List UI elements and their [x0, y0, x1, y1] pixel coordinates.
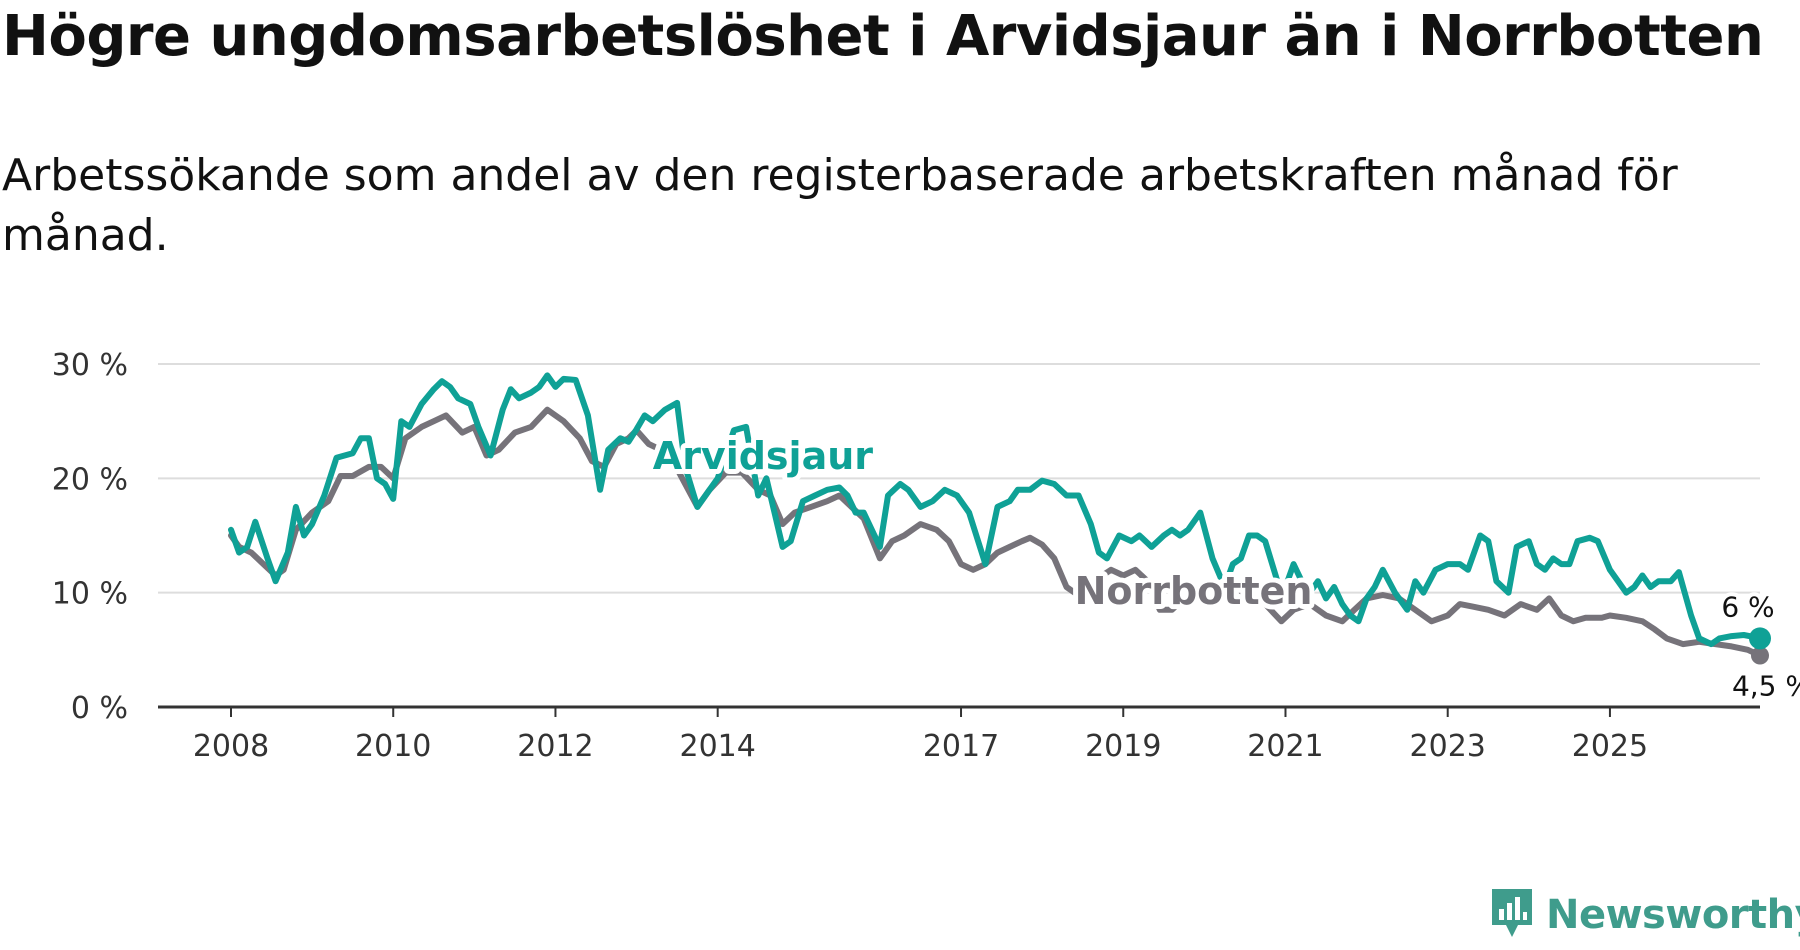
y-tick-label: 0 %	[71, 691, 128, 726]
x-tick-label: 2012	[517, 729, 593, 764]
x-tick-label: 2023	[1410, 729, 1486, 764]
x-tick-label: 2014	[680, 729, 756, 764]
logo-text: Newsworthy	[1546, 892, 1800, 938]
x-tick-label: 2010	[355, 729, 431, 764]
chart-subtitle: Arbetssökande som andel av den registerb…	[2, 150, 1678, 261]
bar-chart-icon	[1492, 889, 1532, 937]
y-axis-ticks: 0 % 10 % 20 % 30 %	[52, 348, 128, 726]
x-tick-label: 2017	[923, 729, 999, 764]
arvidsjaur-series-label: Arvidsjaur	[653, 434, 873, 478]
series-lines	[228, 372, 1771, 665]
arvidsjaur-line	[228, 372, 1763, 648]
x-axis-ticks: 2008 2010 2012 2014 2017 2019 2021 2023 2025	[158, 705, 1760, 764]
arvidsjaur-end-label: 6 %	[1721, 590, 1774, 623]
x-tick-label: 2019	[1085, 729, 1161, 764]
norrbotten-series-label: Norrbotten	[1075, 569, 1313, 613]
y-tick-label: 20 %	[52, 462, 128, 497]
x-tick-label: 2021	[1247, 729, 1323, 764]
arvidsjaur-end-point	[1749, 627, 1771, 650]
y-tick-label: 30 %	[52, 348, 128, 383]
series-labels: Arvidsjaur Norrbotten 6 % 4,5 %	[648, 429, 1800, 706]
newsworthy-logo: Newsworthy	[1488, 880, 1800, 950]
norrbotten-line	[228, 406, 1763, 659]
chart-title: Högre ungdomsarbetslöshet i Arvidsjaur ä…	[2, 4, 1764, 69]
norrbotten-end-label: 4,5 %	[1732, 670, 1800, 703]
x-tick-label: 2008	[193, 729, 269, 764]
x-tick-label: 2025	[1572, 729, 1648, 764]
gridlines	[158, 363, 1760, 594]
norrbotten-end-point	[1751, 646, 1769, 665]
y-tick-label: 10 %	[52, 577, 128, 612]
